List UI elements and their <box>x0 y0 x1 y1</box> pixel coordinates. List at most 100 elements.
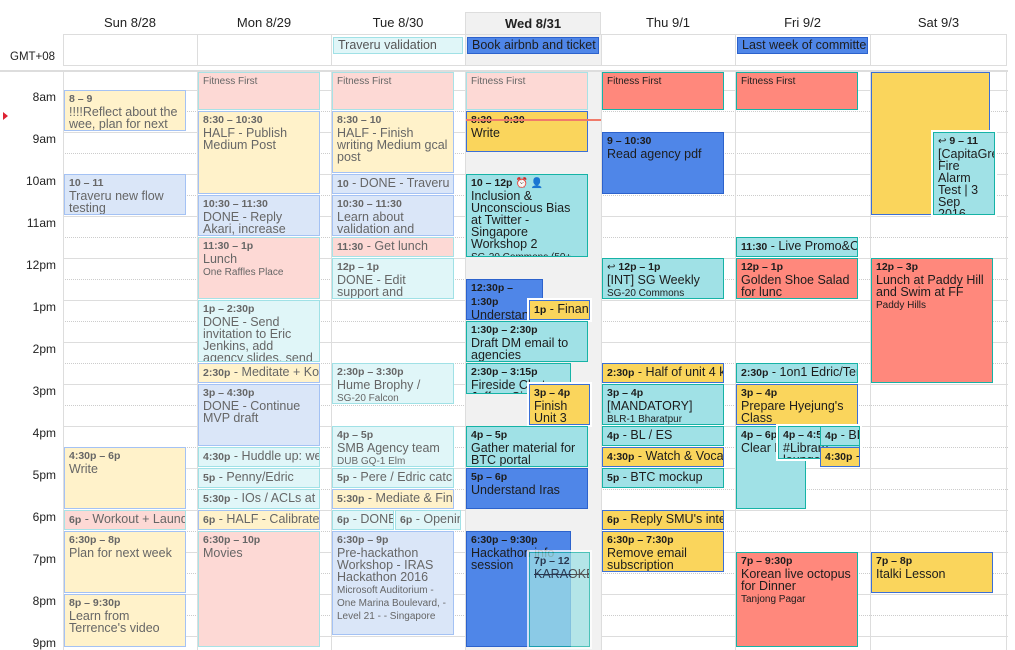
calendar-event[interactable]: Fitness First <box>332 72 454 110</box>
calendar-event[interactable]: 6p - DONE <box>332 510 394 530</box>
calendar-event[interactable]: 12p – 3p Lunch at Paddy Hill and Swim at … <box>871 258 993 383</box>
event-time: 7p – 9:30p <box>741 555 793 567</box>
calendar-event[interactable]: 4:30p - Watch & Vocab <box>602 447 724 467</box>
calendar-event[interactable]: 3p – 4p Prepare Hyejung's Class <box>736 384 858 425</box>
calendar-event[interactable]: 11:30 - Live Promo&Co <box>736 237 858 257</box>
calendar-event[interactable]: 7p – 12KARAOKEEEE <box>529 552 590 647</box>
calendar-event[interactable]: 10 – 11 Traveru new flow testing <box>64 174 186 215</box>
all-day-cell[interactable]: Traveru validation <box>331 34 465 66</box>
calendar-event[interactable]: 6p - Reply SMU's internship <box>602 510 724 530</box>
day-column[interactable] <box>601 72 735 650</box>
all-day-cell[interactable] <box>197 34 331 66</box>
calendar-event[interactable]: 6p - Workout + Laundry <box>64 510 186 530</box>
day-header-wed[interactable]: Wed 8/31 <box>465 12 601 34</box>
calendar-event[interactable]: 4p - BL / ES <box>602 426 724 446</box>
calendar-event[interactable]: 5p - Pere / Edric catch <box>332 468 454 488</box>
event-title: Live Promo&Co <box>778 239 858 253</box>
event-title: Plan for next week <box>69 546 172 560</box>
calendar-event[interactable]: 2:30p - 1on1 Edric/Terry <box>736 363 858 383</box>
calendar-event[interactable]: 2:30p – 3:30p Hume Brophy / SG-20 Falcon <box>332 363 454 404</box>
calendar-event[interactable]: 10 - DONE - Traveru validation <box>332 174 454 194</box>
day-header-tue[interactable]: Tue 8/30 <box>372 15 424 30</box>
calendar-event[interactable]: 12p – 1p Golden Shoe Salad for lunc <box>736 258 858 299</box>
calendar-event[interactable]: 11:30 - Get lunch <box>332 237 454 257</box>
day-column[interactable] <box>331 72 465 650</box>
day-header-sun[interactable]: Sun 8/28 <box>103 15 157 30</box>
calendar-event[interactable]: 7p – 9:30p Korean live octopus for Dinner… <box>736 552 858 647</box>
calendar-event[interactable]: 3p – 4:30p DONE - Continue MVP draft <box>198 384 320 446</box>
calendar-event[interactable]: 4:30p – 6p Write <box>64 447 186 509</box>
calendar-event[interactable]: 5p - BTC mockup <box>602 468 724 488</box>
day-header-thu[interactable]: Thu 9/1 <box>645 15 691 30</box>
calendar-event[interactable]: 2:30p - Half of unit 4 korean <box>602 363 724 383</box>
day-column[interactable] <box>870 72 1007 650</box>
calendar-event[interactable]: 7p – 8p Italki Lesson <box>871 552 993 593</box>
all-day-event[interactable]: Traveru validation <box>333 37 463 54</box>
calendar-event[interactable]: 2:30p - Meditate + Korean <box>198 363 320 383</box>
day-header-sat[interactable]: Sat 9/3 <box>917 15 960 30</box>
calendar-event[interactable]: ↩ 12p – 1p [INT] SG Weekly SG-20 Commons <box>602 258 724 299</box>
calendar-event[interactable]: 4:30p - <box>820 447 860 467</box>
event-separator: - <box>230 449 242 463</box>
all-day-cell[interactable] <box>601 34 735 66</box>
calendar-event[interactable]: 3p – 4p [MANDATORY] BLR-1 Bharatpur <box>602 384 724 425</box>
calendar-event[interactable]: Fitness First <box>466 72 588 110</box>
all-day-cell[interactable]: Last week of committed <box>735 34 870 66</box>
calendar-event[interactable]: 4p – 5p Gather material for BTC portal <box>466 426 588 467</box>
calendar-event[interactable]: Fitness First <box>198 72 320 110</box>
event-separator: - <box>230 365 242 379</box>
calendar-event[interactable]: 10:30 – 11:30 DONE - Reply Akari, increas… <box>198 195 320 236</box>
calendar-event[interactable]: 3p – 4p Finish Unit 3 <box>529 384 590 425</box>
day-header-fri[interactable]: Fri 9/2 <box>784 15 821 30</box>
all-day-event[interactable]: Last week of committed <box>737 37 868 54</box>
calendar-event[interactable]: 5:30p - IOs / ACLs at s <box>198 489 320 509</box>
calendar-event[interactable]: 8:30 – 9:30 Write <box>466 111 588 152</box>
calendar-event[interactable]: Fitness First <box>602 72 724 110</box>
all-day-cell[interactable] <box>63 34 197 66</box>
day-column[interactable] <box>63 72 197 650</box>
calendar-event[interactable]: 5p - Penny/Edric <box>198 468 320 488</box>
calendar-event[interactable]: 8:30 – 10 HALF - Finish writing Medium gc… <box>332 111 454 173</box>
calendar-event[interactable]: 6:30p – 10p Movies <box>198 531 320 647</box>
calendar-event[interactable]: ↩9 – 11[CapitaGreen] Fire Alarm Test | 3… <box>933 132 995 215</box>
calendar-event[interactable]: 1:30p – 2:30p Draft DM email to agencies <box>466 321 588 362</box>
calendar-event[interactable]: 10 – 12p ⏰ 👤 Inclusion & Unconscious Bias a… <box>466 174 588 257</box>
event-title: Fitness First <box>607 76 662 87</box>
all-day-cell[interactable] <box>870 34 1007 66</box>
calendar-event[interactable]: 6:30p – 9p Pre-hackathon Workshop - IRAS … <box>332 531 454 635</box>
calendar-event[interactable]: 8p – 9:30p Learn from Terrence's video <box>64 594 186 647</box>
calendar-event[interactable]: 6:30p – 7:30p Remove email subscription <box>602 531 724 572</box>
calendar-event[interactable]: 6:30p – 8p Plan for next week <box>64 531 186 593</box>
day-header-mon[interactable]: Mon 8/29 <box>236 15 292 30</box>
event-time: 5:30p <box>337 493 365 505</box>
calendar-event[interactable]: 4p - BL <box>820 426 860 446</box>
event-time: 12p – 1p <box>741 261 784 273</box>
calendar-event[interactable]: 4:30p - Huddle up: weekly <box>198 447 320 467</box>
event-title: Workout + Laundry <box>92 512 185 526</box>
event-time: 6:30p – 10p <box>203 534 261 546</box>
hour-label: 9am <box>32 132 56 146</box>
calendar-event[interactable]: 5:30p - Mediate & Finish <box>332 489 454 509</box>
calendar-event[interactable]: 1p – 2:30p DONE - Send invitation to Eric… <box>198 300 320 362</box>
calendar-event[interactable]: 6p - HALF - Calibrate <box>198 510 320 530</box>
all-day-cell[interactable]: Book airbnb and ticket <box>465 34 601 66</box>
calendar-event[interactable]: 10:30 – 11:30 Learn about validation and <box>332 195 454 236</box>
calendar-event[interactable]: Fitness First <box>736 72 858 110</box>
event-title: Mediate & Finish <box>375 491 453 505</box>
calendar-event[interactable]: 11:30 – 1p Lunch One Raffles Place <box>198 237 320 299</box>
all-day-event[interactable]: Book airbnb and ticket <box>467 37 599 54</box>
calendar-event[interactable]: 8:30 – 10:30 HALF - Publish Medium Post <box>198 111 320 194</box>
calendar-event[interactable]: 6p - Opening <box>395 510 461 530</box>
calendar-event[interactable]: 4p – 5p SMB Agency team DUB GQ-1 Elm <box>332 426 454 467</box>
event-time: 9 – 11 <box>949 135 979 147</box>
reply-icon: ↩ <box>938 136 947 147</box>
calendar-event[interactable]: 1p - Finance <box>529 300 590 320</box>
calendar-event[interactable]: 8 – 9 !!!!Reflect about the wee, plan for… <box>64 90 186 131</box>
day-column[interactable] <box>735 72 870 650</box>
calendar-event[interactable]: 5p – 6p Understand Iras <box>466 468 588 509</box>
calendar-event[interactable]: 9 – 10:30 Read agency pdf <box>602 132 724 194</box>
day-column[interactable] <box>197 72 331 650</box>
